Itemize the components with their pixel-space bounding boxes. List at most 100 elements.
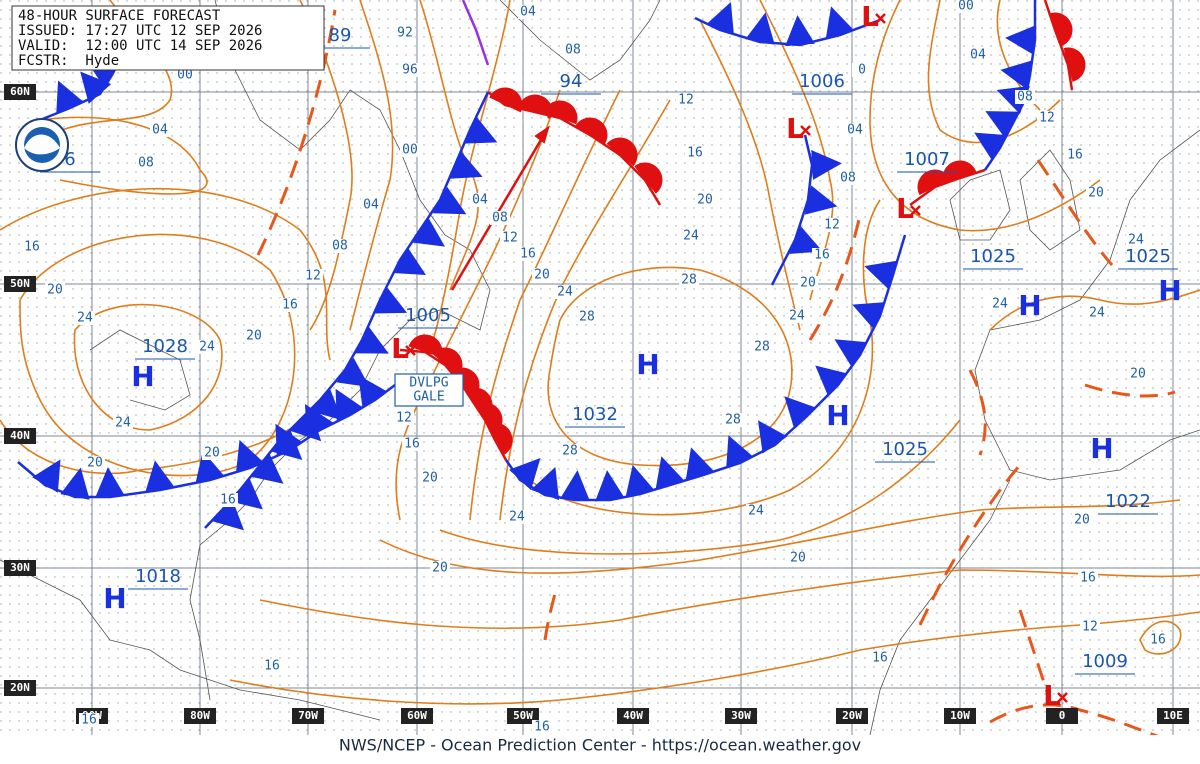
isobar-label-bg	[470, 193, 490, 207]
longitude-label: 0	[1059, 709, 1066, 722]
low-symbol: L	[1043, 679, 1061, 712]
isobar-label-bg	[1080, 620, 1100, 634]
central-pressure: 1028	[142, 336, 188, 357]
isobar-label: 92	[397, 26, 413, 41]
isobar-label-bg	[113, 416, 133, 430]
isobar-label: 08	[1017, 90, 1033, 105]
latitude-label: 50N	[10, 277, 30, 290]
isobar-label: 20	[1088, 186, 1104, 201]
isobar-label-bg	[752, 340, 772, 354]
isobar-label: 16	[814, 248, 830, 263]
isobar-label: 00	[177, 68, 193, 83]
latitude-label-box	[4, 560, 36, 576]
isobar-label: 08	[565, 43, 581, 58]
low-mark	[910, 205, 921, 216]
isobar-label-bg	[1126, 233, 1146, 247]
isobar-label-bg	[518, 247, 538, 261]
isobar-label: 08	[138, 156, 154, 171]
longitude-label: 20W	[842, 709, 862, 722]
isobar-label-bg	[394, 411, 414, 425]
isobar-label: 28	[754, 340, 770, 355]
gale-box	[394, 373, 464, 407]
isobar-label-bg	[79, 713, 99, 727]
isobar-label-bg	[175, 68, 195, 82]
isobar-label-bg	[870, 651, 890, 665]
isobar-label: 08	[332, 239, 348, 254]
isobar-label: 04	[520, 5, 536, 20]
isobar-label: 16	[404, 437, 420, 452]
latitude-label-box	[4, 428, 36, 444]
central-pressure: 6	[64, 149, 75, 170]
isobar-label: 20	[432, 561, 448, 576]
footer-credit: NWS/NCEP - Ocean Prediction Center - htt…	[339, 736, 861, 755]
isobar-label-bg	[420, 471, 440, 485]
isobar-label: 28	[681, 273, 697, 288]
high-symbol: H	[131, 360, 154, 393]
isobar-label-bg	[136, 156, 156, 170]
header-box	[11, 5, 325, 71]
isobar-label-bg	[22, 240, 42, 254]
longitude-label: 80W	[190, 709, 210, 722]
isobar-label: 24	[77, 311, 93, 326]
low-symbol: L	[391, 332, 409, 365]
isobar-label-bg	[75, 311, 95, 325]
isobar-label-bg	[45, 283, 65, 297]
isobar-label: 0	[858, 63, 866, 78]
isobar-label-bg	[681, 229, 701, 243]
isobar-label-bg	[685, 146, 705, 160]
isobar-label-bg	[1037, 111, 1057, 125]
isobar-label: 28	[562, 444, 578, 459]
central-pressure: 1032	[572, 404, 618, 425]
isobar-label-bg	[787, 309, 807, 323]
low-symbol: L	[786, 112, 804, 145]
isobar-label-bg	[577, 310, 597, 324]
isobar-label: 00	[958, 0, 974, 14]
isobar-label: 24	[1128, 233, 1144, 248]
isobar-label: 12	[305, 269, 321, 284]
high-symbol: H	[1018, 289, 1041, 322]
isobar-label-bg	[402, 437, 422, 451]
isobar-label: 20	[790, 551, 806, 566]
isobar-label: 20	[800, 276, 816, 291]
high-symbol: H	[1158, 274, 1181, 307]
latitude-label-box	[4, 680, 36, 696]
isobar-label-bg	[280, 298, 300, 312]
high-symbol: H	[636, 348, 659, 381]
isobar-label-bg	[679, 273, 699, 287]
latitude-label-box	[4, 84, 36, 100]
longitude-label-box	[1046, 708, 1078, 724]
latitude-label-box	[4, 276, 36, 292]
isobar-label: 24	[509, 510, 525, 525]
isobar-label-bg	[500, 231, 520, 245]
isobar-label-bg	[798, 276, 818, 290]
isobar-label: 12	[824, 218, 840, 233]
central-pressure: 1022	[1105, 491, 1151, 512]
isobar-label-bg	[845, 123, 865, 137]
low-mark	[1057, 692, 1068, 703]
isobar-label-bg	[822, 218, 842, 232]
isobar-label: 16	[687, 146, 703, 161]
isobar-label: 04	[847, 123, 863, 138]
isobar-label-bg	[85, 456, 105, 470]
longitude-label: 10W	[950, 709, 970, 722]
latitude-label: 40N	[10, 429, 30, 442]
isobar-label: 12	[1039, 111, 1055, 126]
isobar-label-bg	[244, 329, 264, 343]
isobar-label: 24	[683, 229, 699, 244]
header-line: FCSTR: Hyde	[18, 53, 119, 69]
isobar-label: 24	[1089, 306, 1105, 321]
isobar-label: 16	[534, 720, 550, 735]
isobar-label-bg	[968, 48, 988, 62]
header-line: VALID: 12:00 UTC 14 SEP 2026	[18, 38, 262, 54]
isobar-label: 20	[1074, 513, 1090, 528]
low-mark	[800, 125, 811, 136]
isobar-label-bg	[1015, 90, 1035, 104]
gale-annotation: DVLPG	[409, 376, 448, 391]
isobar-label-bg	[1065, 148, 1085, 162]
isobar-label-bg	[695, 193, 715, 207]
latitude-label: 60N	[10, 85, 30, 98]
isobar-label: 20	[1130, 367, 1146, 382]
isobar-label: 16	[1067, 148, 1083, 163]
header-line: ISSUED: 17:27 UTC 12 SEP 2026	[18, 23, 262, 39]
isobar-label-bg	[852, 63, 872, 77]
